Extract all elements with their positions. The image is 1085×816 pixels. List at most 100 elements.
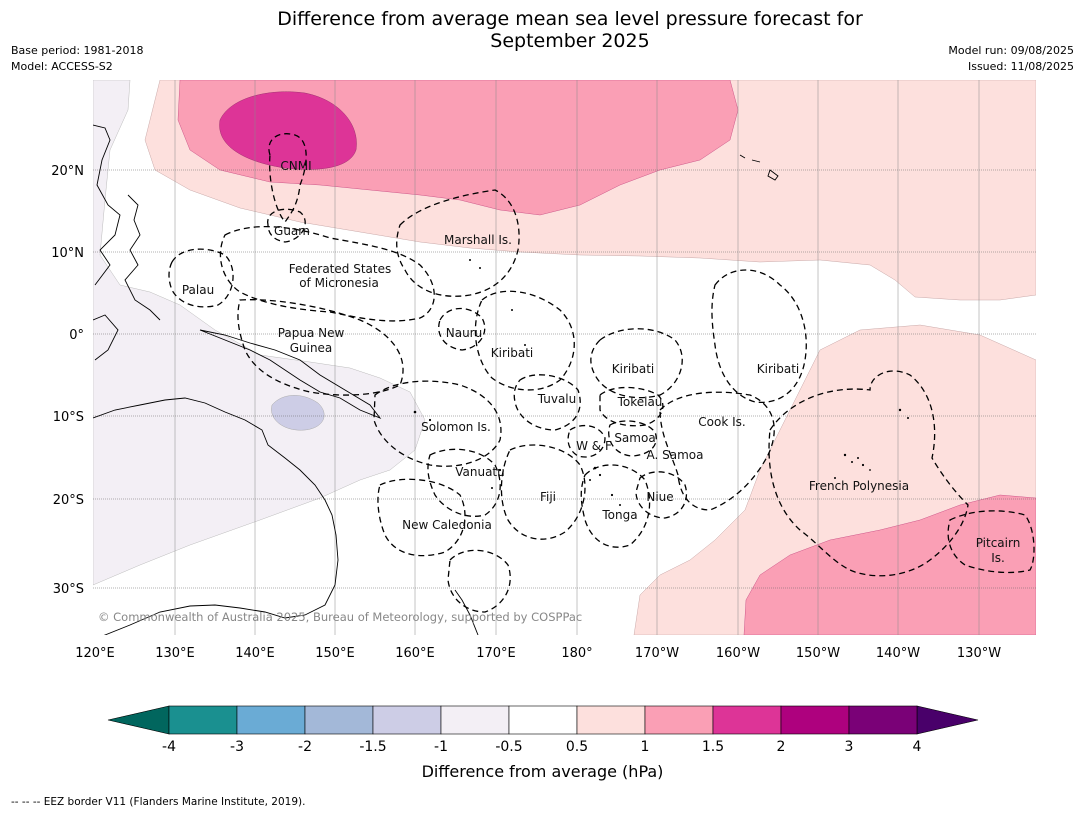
colorbar-segment bbox=[576, 705, 646, 735]
model-name: Model: ACCESS-S2 bbox=[11, 60, 113, 73]
colorbar-over-arrow bbox=[916, 705, 979, 735]
coastline-hawaii bbox=[739, 154, 779, 181]
eez-guam bbox=[267, 208, 306, 243]
place-label: of Micronesia bbox=[299, 276, 379, 290]
lat-label: 30°S bbox=[53, 582, 84, 597]
place-label: Fiji bbox=[540, 490, 556, 504]
model-run: Model run: 09/08/2025 bbox=[948, 44, 1074, 57]
lon-label: 130°E bbox=[155, 646, 195, 661]
colorbar-tick-label: 1 bbox=[641, 739, 650, 755]
lon-label: 120°E bbox=[75, 646, 115, 661]
colorbar-segment bbox=[508, 705, 578, 735]
place-label: Tuvalu bbox=[537, 392, 577, 406]
colorbar-segment bbox=[304, 705, 374, 735]
copyright-text: © Commonwealth of Australia 2025, Bureau… bbox=[98, 610, 582, 624]
island-dots bbox=[413, 259, 909, 506]
eez-tuvalu bbox=[513, 374, 581, 431]
colorbar-label: Difference from average (hPa) bbox=[421, 762, 664, 781]
lat-label: 0° bbox=[69, 328, 84, 343]
eez-cook bbox=[659, 391, 775, 511]
place-label: Marshall Is. bbox=[444, 233, 512, 247]
place-label: Kiribati bbox=[757, 362, 799, 376]
colorbar: -4 -3 -2 -1.5 -1 -0.5 0.5 1 1.5 2 3 4 bbox=[107, 705, 979, 755]
anomaly-region-pos15-north bbox=[219, 91, 357, 170]
colorbar-under-arrow bbox=[107, 705, 170, 735]
colorbar-tick-label: -4 bbox=[162, 739, 176, 755]
place-label: Federated States bbox=[289, 262, 391, 276]
eez-fiji bbox=[500, 444, 586, 540]
colorbar-tick-label: -1 bbox=[434, 739, 448, 755]
place-label: Solomon Is. bbox=[421, 420, 491, 434]
colorbar-tick-label: 1.5 bbox=[702, 739, 724, 755]
lon-label: 160°W bbox=[716, 646, 760, 661]
eez-new-caledonia bbox=[377, 478, 466, 557]
eez-wallis bbox=[567, 424, 606, 458]
colorbar-tick-label: -0.5 bbox=[495, 739, 522, 755]
base-period: Base period: 1981-2018 bbox=[11, 44, 144, 57]
eez-legend-note: -- -- -- EEZ border V11 (Flanders Marine… bbox=[11, 796, 306, 808]
colorbar-segment bbox=[372, 705, 442, 735]
lon-label: 170°E bbox=[476, 646, 516, 661]
colorbar-tick-label: 3 bbox=[845, 739, 854, 755]
colorbar-segment bbox=[440, 705, 510, 735]
colorbar-tick-label: 2 bbox=[777, 739, 786, 755]
place-label: Niue bbox=[646, 490, 673, 504]
eez-kiribati-line bbox=[711, 269, 807, 403]
coastline-australia bbox=[93, 397, 339, 635]
eez-borders bbox=[168, 133, 1035, 613]
eez-nauru bbox=[438, 307, 486, 351]
eez-micronesia bbox=[219, 225, 435, 322]
place-label: New Caledonia bbox=[402, 518, 492, 532]
colorbar-tick-label: -3 bbox=[230, 739, 244, 755]
lon-label: 140°W bbox=[876, 646, 920, 661]
place-label: Pitcairn bbox=[976, 536, 1021, 550]
graticule bbox=[93, 80, 1036, 635]
eez-nz-kermadec bbox=[447, 549, 511, 613]
lon-label: 180° bbox=[561, 646, 592, 661]
place-label: Guam bbox=[274, 224, 310, 238]
place-label: Samoa bbox=[614, 431, 655, 445]
title-line-2: September 2025 bbox=[490, 30, 650, 52]
meta-right: Model run: 09/08/2025 Issued: 11/08/2025 bbox=[948, 43, 1074, 75]
place-label: Cook Is. bbox=[698, 415, 745, 429]
place-label: A. Samoa bbox=[647, 448, 704, 462]
colorbar-segment bbox=[780, 705, 850, 735]
eez-vanuatu bbox=[427, 448, 501, 517]
coastline-new-guinea bbox=[199, 329, 382, 420]
meta-left: Base period: 1981-2018 Model: ACCESS-S2 bbox=[11, 43, 143, 75]
colorbar-segment bbox=[712, 705, 782, 735]
lon-label: 160°E bbox=[395, 646, 435, 661]
lon-label: 130°W bbox=[957, 646, 1001, 661]
colorbar-tick-label: -2 bbox=[298, 739, 312, 755]
issued-date: Issued: 11/08/2025 bbox=[967, 60, 1074, 73]
place-label: Tonga bbox=[601, 508, 637, 522]
lat-label: 10°N bbox=[51, 246, 84, 261]
coastline-asia bbox=[93, 124, 121, 286]
coastline-philippines bbox=[124, 194, 161, 321]
eez-tonga bbox=[580, 464, 651, 548]
lat-label: 20°S bbox=[53, 493, 84, 508]
colorbar-tick-label: 0.5 bbox=[566, 739, 588, 755]
lon-label: 140°E bbox=[235, 646, 275, 661]
place-label: Vanuatu bbox=[455, 465, 505, 479]
place-label: Papua New bbox=[278, 326, 345, 340]
lon-label: 150°W bbox=[796, 646, 840, 661]
coastline-borneo bbox=[93, 314, 119, 361]
colorbar-tick-label: 4 bbox=[913, 739, 922, 755]
place-label: CNMI bbox=[280, 159, 311, 173]
place-label: W & F bbox=[576, 439, 612, 453]
lat-label: 20°N bbox=[51, 164, 84, 179]
eez-tokelau bbox=[599, 386, 664, 427]
colorbar-segment bbox=[236, 705, 306, 735]
eez-kiribati-gilbert bbox=[474, 290, 575, 391]
eez-solomon bbox=[373, 380, 502, 467]
eez-kiribati-phoenix bbox=[590, 328, 683, 399]
place-label: Kiribati bbox=[491, 346, 533, 360]
eez-palau bbox=[168, 248, 234, 308]
anomaly-region-neg1 bbox=[271, 395, 325, 431]
colorbar-segment bbox=[168, 705, 238, 735]
colorbar-tick-label: -1.5 bbox=[359, 739, 386, 755]
